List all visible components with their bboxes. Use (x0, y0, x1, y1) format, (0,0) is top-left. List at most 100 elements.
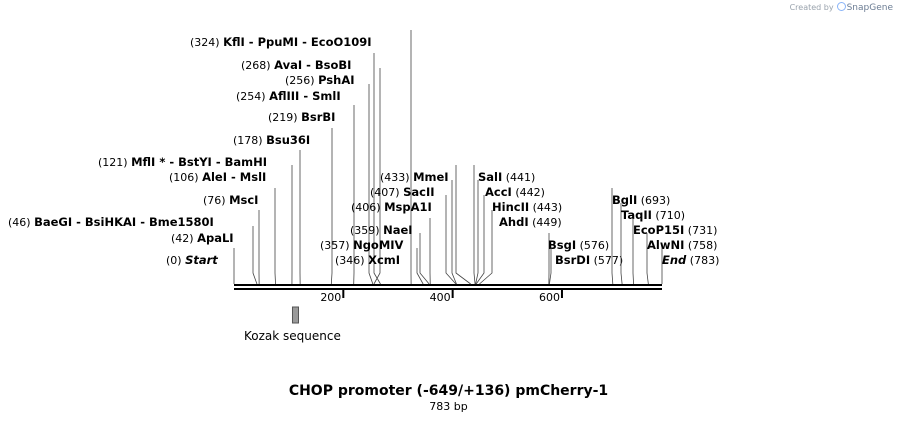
site-label-avai[interactable]: (268) AvaI - BsoBI (241, 58, 351, 72)
enzyme-name: - EcoO109I (298, 35, 371, 49)
enzyme-name: - PpuMI (245, 35, 298, 49)
site-label-start[interactable]: (0) Start (166, 253, 218, 267)
enzyme-name: BsrBI (301, 110, 335, 124)
enzyme-name: AvaI (274, 58, 302, 72)
leader-xcmi (416, 248, 424, 285)
site-label-mfli[interactable]: (121) MflI * - BstYI - BamHI (98, 155, 267, 169)
site-label-naei[interactable]: (359) NaeI (350, 223, 413, 237)
site-position: (441) (502, 171, 535, 184)
site-position: (0) (166, 254, 185, 267)
site-label-mspa1i[interactable]: (406) MspA1I (351, 200, 432, 214)
enzyme-name: BsrDI (555, 253, 590, 267)
site-position: (346) (335, 254, 368, 267)
enzyme-name: NgoMIV (353, 238, 403, 252)
feature-kozak-sequence[interactable] (291, 306, 300, 324)
leader-sacii (451, 180, 457, 285)
site-label-baegi[interactable]: (46) BaeGI - BsiHKAI - Bme1580I (8, 215, 214, 229)
enzyme-name: Bsu36I (266, 133, 310, 147)
site-label-sacii[interactable]: (407) SacII (370, 185, 435, 199)
enzyme-name: SalI (478, 170, 502, 184)
enzyme-name: - BamHI (212, 155, 267, 169)
enzyme-name: MflI * (131, 155, 165, 169)
site-label-apali[interactable]: (42) ApaLI (171, 231, 234, 245)
site-position: (268) (241, 59, 274, 72)
site-position: (443) (529, 201, 562, 214)
leader-apali (252, 226, 258, 285)
enzyme-name: SacII (403, 185, 434, 199)
site-position: (254) (236, 90, 269, 103)
enzyme-name: TaqII (621, 208, 652, 222)
enzyme-name: AhdI (499, 215, 529, 229)
site-position: (406) (351, 201, 384, 214)
enzyme-name: - BstYI (165, 155, 212, 169)
leader-bsu36i (330, 128, 333, 285)
enzyme-name: EcoP15I (633, 223, 684, 237)
leader-bsrdi (549, 248, 552, 285)
leader-pshai (373, 68, 381, 285)
site-label-ahdi[interactable]: AhdI (449) (499, 215, 562, 229)
leader-acci (475, 180, 479, 285)
axis-tick-label: 200 (320, 291, 341, 304)
site-position: (324) (190, 36, 223, 49)
enzyme-name: NaeI (383, 223, 412, 237)
site-position: (710) (652, 209, 685, 222)
enzyme-name: PshAI (318, 73, 354, 87)
site-position: (106) (169, 171, 202, 184)
site-label-bsrdi[interactable]: BsrDI (577) (555, 253, 623, 267)
enzyme-name: XcmI (368, 253, 400, 267)
site-position: (433) (380, 171, 413, 184)
site-label-pshai[interactable]: (256) PshAI (285, 73, 355, 87)
enzyme-name: BaeGI (34, 215, 72, 229)
enzyme-name: Start (185, 253, 218, 267)
site-position: (42) (171, 232, 197, 245)
enzyme-name: AleI (202, 170, 227, 184)
axis-tick-label: 600 (539, 291, 560, 304)
site-label-end[interactable]: End (783) (662, 253, 719, 267)
site-label-bsu36i[interactable]: (178) Bsu36I (233, 133, 310, 147)
leader-mmei (455, 165, 471, 285)
site-label-bgli[interactable]: BglI (693) (612, 193, 670, 207)
site-label-xcmi[interactable]: (346) XcmI (335, 253, 400, 267)
axis-tick-label: 400 (430, 291, 451, 304)
site-label-hincii[interactable]: HincII (443) (492, 200, 562, 214)
feature-label-kozak: Kozak sequence (244, 329, 341, 343)
site-label-ecop15i[interactable]: EcoP15I (731) (633, 223, 717, 237)
enzyme-name: KflI (223, 35, 245, 49)
site-label-bsgi[interactable]: BsgI (576) (548, 238, 609, 252)
enzyme-name: MmeI (413, 170, 449, 184)
site-label-alwni[interactable]: AlwNI (758) (647, 238, 717, 252)
site-label-afliii[interactable]: (254) AflIII - SmlI (236, 89, 341, 103)
leader-sali (473, 165, 476, 285)
snapgene-credit: Created by SnapGene (790, 2, 893, 13)
site-label-ngomiv[interactable]: (357) NgoMIV (320, 238, 404, 252)
enzyme-name: - SmlI (299, 89, 340, 103)
site-position: (407) (370, 186, 403, 199)
enzyme-name: End (662, 253, 687, 267)
enzyme-name: HincII (492, 200, 529, 214)
site-position: (46) (8, 216, 34, 229)
site-label-acci[interactable]: AccI (442) (485, 185, 545, 199)
site-label-kfli[interactable]: (324) KflI - PpuMI - EcoO109I (190, 35, 372, 49)
enzyme-name: BsgI (548, 238, 576, 252)
enzyme-name: - MslI (227, 170, 266, 184)
site-position: (178) (233, 134, 266, 147)
site-label-alei[interactable]: (106) AleI - MslI (169, 170, 266, 184)
credit-brand: SnapGene (846, 3, 893, 13)
map-length: 783 bp (429, 400, 468, 413)
snapgene-logo-icon (836, 2, 846, 11)
enzyme-name: - BsoBI (302, 58, 351, 72)
leader-alwni (646, 233, 649, 285)
leader-ecop15i (632, 218, 634, 285)
site-label-mmei[interactable]: (433) MmeI (380, 170, 449, 184)
site-label-msci[interactable]: (76) MscI (203, 193, 258, 207)
enzyme-name: MspA1I (384, 200, 432, 214)
site-position: (357) (320, 239, 353, 252)
site-label-sali[interactable]: SalI (441) (478, 170, 535, 184)
leader-hincii (475, 195, 485, 285)
leader-taqii (620, 203, 623, 285)
site-position: (76) (203, 194, 229, 207)
site-label-taqii[interactable]: TaqII (710) (621, 208, 685, 222)
site-label-bsrbi[interactable]: (219) BsrBI (268, 110, 335, 124)
site-position: (449) (529, 216, 562, 229)
